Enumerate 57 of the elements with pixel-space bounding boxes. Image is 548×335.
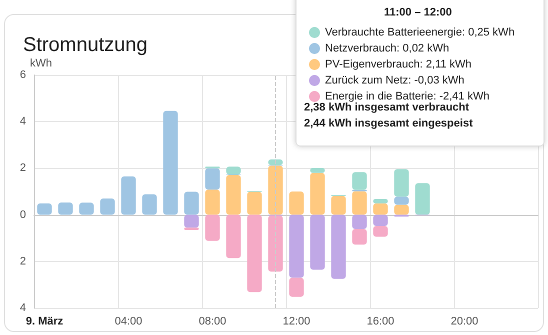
bar (100, 198, 115, 215)
bar (352, 214, 367, 230)
bar (310, 214, 325, 270)
x-tick-label: 16:00 (366, 316, 394, 328)
legend-label: Netzverbrauch: 0,02 kWh (325, 42, 450, 54)
bar (394, 169, 409, 197)
bar (121, 176, 136, 215)
y-tick-label: 4 (20, 302, 26, 314)
bar (142, 194, 157, 215)
bar (247, 214, 262, 292)
bar (226, 214, 241, 258)
bar (205, 190, 220, 215)
bar (184, 192, 199, 215)
x-tick-label: 08:00 (198, 316, 226, 328)
bar (352, 172, 367, 190)
y-tick-label: 2 (20, 162, 26, 174)
chart-title: Stromnutzung (23, 34, 148, 56)
y-tick-label: 6 (20, 69, 26, 81)
bar (163, 110, 178, 215)
text: 11:00 – 12:00 (384, 6, 452, 18)
bar (79, 202, 94, 215)
legend-label: Zurück zum Netz: -0,03 kWh (325, 74, 464, 86)
bar (331, 214, 346, 279)
y-tick-label: 0 (20, 208, 26, 221)
bar (289, 192, 304, 215)
bar (373, 203, 388, 215)
bar (394, 204, 409, 215)
bar (373, 226, 388, 237)
bar (205, 214, 220, 241)
y-axis-title: kWh (30, 58, 52, 70)
bar (331, 196, 346, 215)
bar (415, 183, 430, 215)
annotation: 2,44 kWh insgesamt eingespeist (304, 118, 474, 130)
bar (268, 166, 283, 215)
x-tick-label: 04:00 (114, 316, 142, 328)
y-tick-label: 2 (20, 255, 26, 268)
bar (226, 174, 241, 215)
bar (289, 214, 304, 278)
bar (205, 168, 220, 190)
annotation: 2,38 kWh insgesamt verbraucht (304, 102, 470, 114)
bar (352, 229, 367, 245)
bar (352, 191, 367, 215)
x-tick-label: 20:00 (450, 316, 478, 328)
legend-label: Energie in die Batterie: -2,41 kWh (325, 90, 490, 102)
legend-label: Verbrauchte Batterieenergie: 0,25 kWh (325, 26, 515, 38)
bar (184, 214, 199, 228)
bar (310, 172, 325, 215)
bar (58, 202, 73, 215)
x-tick-label: 9. März (26, 316, 64, 328)
bar (268, 216, 283, 272)
bar (289, 278, 304, 297)
bar (247, 192, 262, 215)
bar (37, 203, 52, 215)
bar (373, 214, 388, 226)
x-tick-label: 12:00 (282, 316, 310, 328)
legend-label: PV-Eigenverbrauch: 2,11 kWh (325, 58, 472, 70)
y-tick-label: 4 (20, 116, 26, 128)
